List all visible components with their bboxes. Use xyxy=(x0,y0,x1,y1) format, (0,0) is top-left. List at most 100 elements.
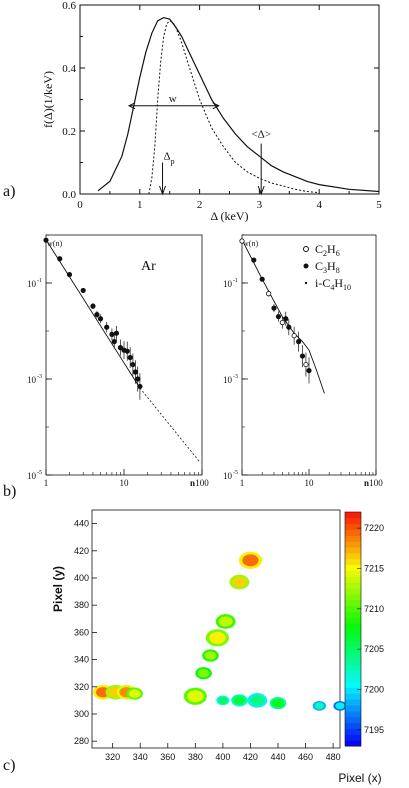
chart-c-blob xyxy=(197,668,210,678)
colorbar-tick-label: 7210 xyxy=(364,604,384,614)
colorbar-segment xyxy=(345,693,361,700)
chart-a-arrowhead-right xyxy=(212,102,220,110)
chart-a-mode-label: Δ xyxy=(164,150,171,162)
colorbar-segment xyxy=(345,623,361,630)
chart-c-ytick-label: 400 xyxy=(74,573,89,583)
chart-b2-point xyxy=(283,316,289,322)
chart-b1-point xyxy=(90,303,96,309)
chart-c-blob xyxy=(250,695,265,706)
chart-b1-point xyxy=(94,311,100,318)
colorbar-segment xyxy=(345,576,361,583)
chart-b1-xtick-label: 100 xyxy=(195,478,209,488)
chart-b2-legend-marker xyxy=(303,246,309,252)
chart-a-mode-arrowhead xyxy=(159,185,166,196)
colorbar-segment xyxy=(345,675,361,683)
colorbar-segment xyxy=(345,547,361,554)
chart-c-blob xyxy=(218,616,233,627)
chart-c-ytick-label: 380 xyxy=(74,600,89,610)
chart-b1-ytick-label: 10 xyxy=(27,279,37,289)
chart-b2-ytick-exponent: -3 xyxy=(233,374,238,380)
chart-b1-point xyxy=(111,339,117,345)
chart-c-blob xyxy=(232,576,247,588)
chart-b2-point xyxy=(279,319,285,326)
chart-b1-ytick-exponent: -5 xyxy=(37,470,42,476)
colorbar-segment xyxy=(345,740,361,747)
chart-c-ytick-label: 300 xyxy=(74,709,89,719)
colorbar-segment xyxy=(345,722,361,729)
chart-c-blob xyxy=(335,702,345,710)
colorbar-segment xyxy=(345,681,361,688)
chart-b2-fit-line xyxy=(241,239,325,394)
chart-b2-legend-marker xyxy=(303,263,309,269)
colorbar-segment xyxy=(345,552,361,560)
chart-b2-ytick-label: 10 xyxy=(223,471,233,481)
colorbar-tick-label: 7195 xyxy=(364,725,384,735)
colorbar-segment xyxy=(345,512,361,519)
chart-b1-ylabel: w(n) xyxy=(47,239,62,248)
chart-b1-point xyxy=(130,361,136,368)
chart-b1-ytick-label: 10 xyxy=(27,375,37,385)
chart-c-blob xyxy=(314,702,324,710)
colorbar-segment xyxy=(345,570,361,577)
colorbar-segment xyxy=(345,605,361,612)
chart-b2-point xyxy=(259,276,265,282)
chart-c-xtick-label: 380 xyxy=(188,752,203,762)
chart-b1-point xyxy=(127,354,133,361)
chart-c-xtick-label: 340 xyxy=(133,752,148,762)
colorbar-segment xyxy=(345,517,361,525)
chart-c-xtick-label: 420 xyxy=(243,752,258,762)
colorbar-segment xyxy=(345,710,361,718)
chart-c-blob xyxy=(233,696,246,705)
chart-b1-xlabel: n xyxy=(190,478,195,488)
chart-b1-point xyxy=(113,330,120,336)
chart-c-xlabel: Pixel (x) xyxy=(338,771,381,785)
colorbar-segment xyxy=(345,593,361,601)
colorbar-segment xyxy=(345,541,361,548)
chart-b2-ytick-exponent: -1 xyxy=(233,278,238,284)
chart-c-xtick-label: 400 xyxy=(215,752,230,762)
chart-b1-xtick-label: 10 xyxy=(120,478,130,488)
chart-b2-point xyxy=(271,305,277,311)
colorbar-segment xyxy=(345,716,361,724)
chart-b1-point xyxy=(57,256,63,262)
chart-a-xtick-label: 3 xyxy=(257,199,263,211)
chart-b1-point xyxy=(124,348,130,354)
chart-c-ytick-label: 420 xyxy=(74,546,89,556)
chart-b2-point xyxy=(291,333,297,339)
chart-b1-point xyxy=(137,383,143,390)
chart-c: 320 340 360 380 400 420 440 460 480 280 300 320 340 3… xyxy=(51,509,384,785)
chart-a-ylabel: f(Δ)(1/keV) xyxy=(41,71,55,128)
chart-a-ytick-label: 0.2 xyxy=(62,126,76,138)
chart-b2-legend-entry: i-C4H10 xyxy=(315,276,351,292)
chart-b1-point xyxy=(97,316,104,322)
chart-b2-xtick-label: 1 xyxy=(240,478,245,488)
chart-b2-legend-entry: C2H6 xyxy=(315,242,340,258)
chart-b2-frame xyxy=(241,234,377,476)
chart-a-ytick-label: 0.0 xyxy=(62,189,76,201)
chart-a-xtick-label: 1 xyxy=(137,199,143,211)
chart-a-mean-arrowhead xyxy=(257,185,265,196)
colorbar-segment xyxy=(345,734,361,741)
colorbar-segment xyxy=(345,617,361,624)
colorbar-segment xyxy=(345,582,361,589)
chart-b1-point xyxy=(66,271,73,278)
colorbar-segment xyxy=(345,558,361,566)
chart-b2-xtick-label: 10 xyxy=(305,478,315,488)
chart-b2-xtick-label: 100 xyxy=(369,478,383,488)
colorbar-tick-label: 7200 xyxy=(364,685,384,695)
chart-b2-legend-entry: C3H8 xyxy=(315,259,340,275)
colorbar-segment xyxy=(345,705,361,712)
chart-a-xtick-label: 2 xyxy=(197,199,203,211)
chart-c-ytick-label: 440 xyxy=(74,519,89,529)
chart-b2-point xyxy=(296,339,302,345)
chart-c-ytick-label: 340 xyxy=(74,655,89,665)
chart-c-xtick-label: 460 xyxy=(298,752,313,762)
panel-label-a: a) xyxy=(3,183,16,200)
colorbar-segment xyxy=(345,640,361,648)
chart-c-blob xyxy=(209,631,226,644)
chart-b1-inset-title: Ar xyxy=(141,259,156,274)
chart-c-blob xyxy=(128,689,141,698)
